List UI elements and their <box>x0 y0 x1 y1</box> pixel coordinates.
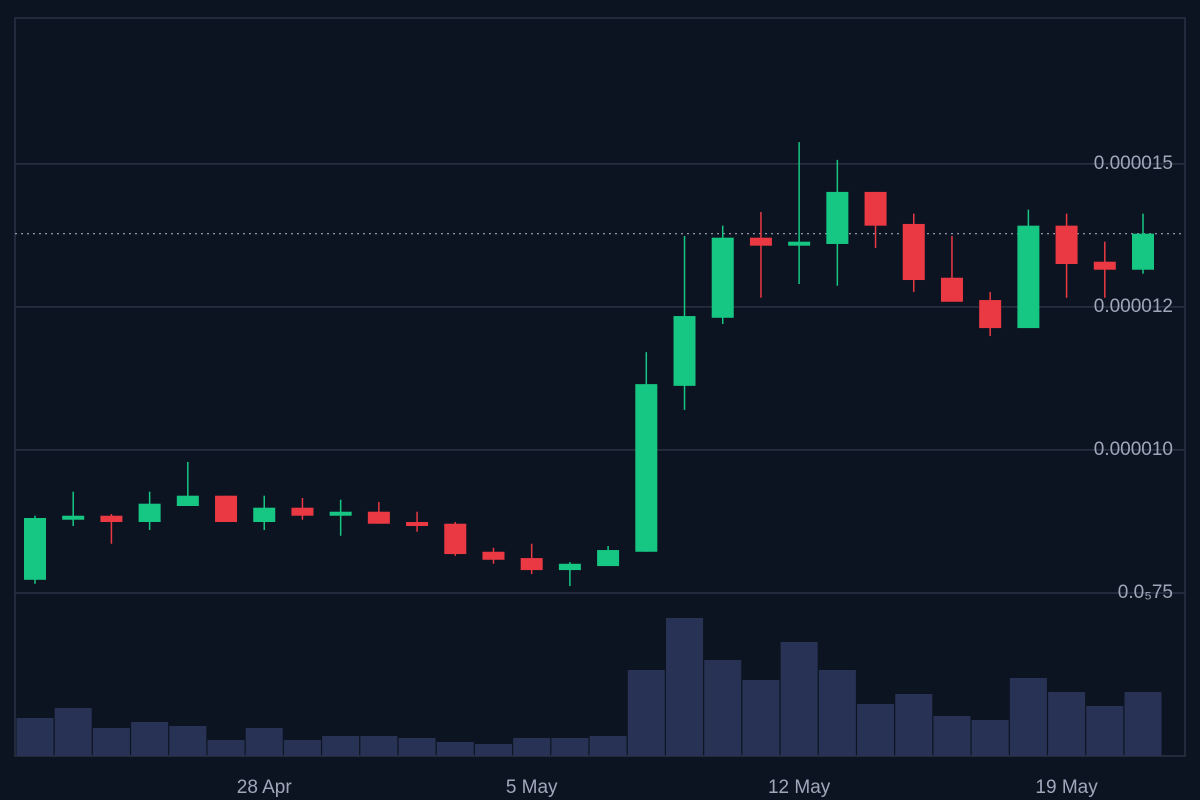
volume-bar <box>666 618 704 756</box>
candle-body <box>253 507 276 523</box>
volume-bar <box>551 738 589 756</box>
candle-body <box>1132 233 1154 270</box>
volume-bar <box>207 740 245 756</box>
volume-bar <box>169 726 207 756</box>
volume-bar <box>474 744 512 756</box>
volume-bar <box>54 708 92 756</box>
candle-body <box>1017 225 1040 329</box>
volume-bar <box>742 680 780 756</box>
volume-bar <box>589 736 627 756</box>
y-tick-label: 0.0₅75 <box>1118 582 1173 603</box>
candle-body <box>940 277 963 302</box>
candle-body <box>329 511 352 516</box>
volume-bar <box>1048 692 1086 756</box>
candle-body <box>1055 225 1078 264</box>
volume-bar <box>245 728 283 756</box>
candle-body <box>444 523 467 555</box>
candle-body <box>24 518 46 580</box>
volume-bar <box>360 736 398 756</box>
volume-bar <box>780 642 818 756</box>
volume-bar <box>1009 678 1047 756</box>
volume-bar <box>1124 692 1162 756</box>
y-tick-label: 0.000010 <box>1094 439 1173 460</box>
candle-body <box>558 563 581 571</box>
volume-bar <box>283 740 321 756</box>
candle-body <box>826 191 849 244</box>
candle-body <box>62 515 85 520</box>
candle-body <box>100 515 123 523</box>
candle-body <box>711 237 734 318</box>
candle-body <box>902 223 925 281</box>
candle-body <box>749 237 772 246</box>
volume-bar <box>971 720 1009 756</box>
candle-body <box>482 551 505 560</box>
volume-bar <box>857 704 895 756</box>
volume-bar <box>627 670 665 756</box>
candle-body <box>1093 261 1116 270</box>
candle-body <box>635 384 658 552</box>
candle-body <box>597 550 620 567</box>
volume-bar <box>933 716 971 756</box>
candle-body <box>367 511 390 524</box>
x-tick-label: 5 May <box>506 777 558 798</box>
x-tick-label: 28 Apr <box>237 777 293 798</box>
volume-bar <box>436 742 474 756</box>
candle-body <box>673 316 696 386</box>
volume-bar <box>704 660 742 756</box>
volume-bar <box>16 718 54 756</box>
volume-bar <box>398 738 436 756</box>
volume-bar <box>1086 706 1124 756</box>
volume-bar <box>513 738 551 756</box>
volume-bar <box>131 722 169 756</box>
y-tick-label: 0.000012 <box>1094 296 1173 317</box>
candle-body <box>138 503 161 523</box>
x-tick-label: 19 May <box>1035 777 1098 798</box>
candle-body <box>406 522 429 527</box>
candle-body <box>979 300 1002 329</box>
volume-bar <box>322 736 360 756</box>
volume-bar <box>818 670 856 756</box>
y-tick-label: 0.000015 <box>1094 153 1173 174</box>
candle-body <box>788 241 811 246</box>
volume-bar <box>895 694 933 756</box>
x-tick-label: 12 May <box>768 777 831 798</box>
candle-body <box>176 495 199 506</box>
candle-body <box>864 191 887 226</box>
candle-body <box>520 558 543 571</box>
candle-body <box>291 507 314 516</box>
volume-bar <box>92 728 130 756</box>
candle-body <box>215 495 238 523</box>
